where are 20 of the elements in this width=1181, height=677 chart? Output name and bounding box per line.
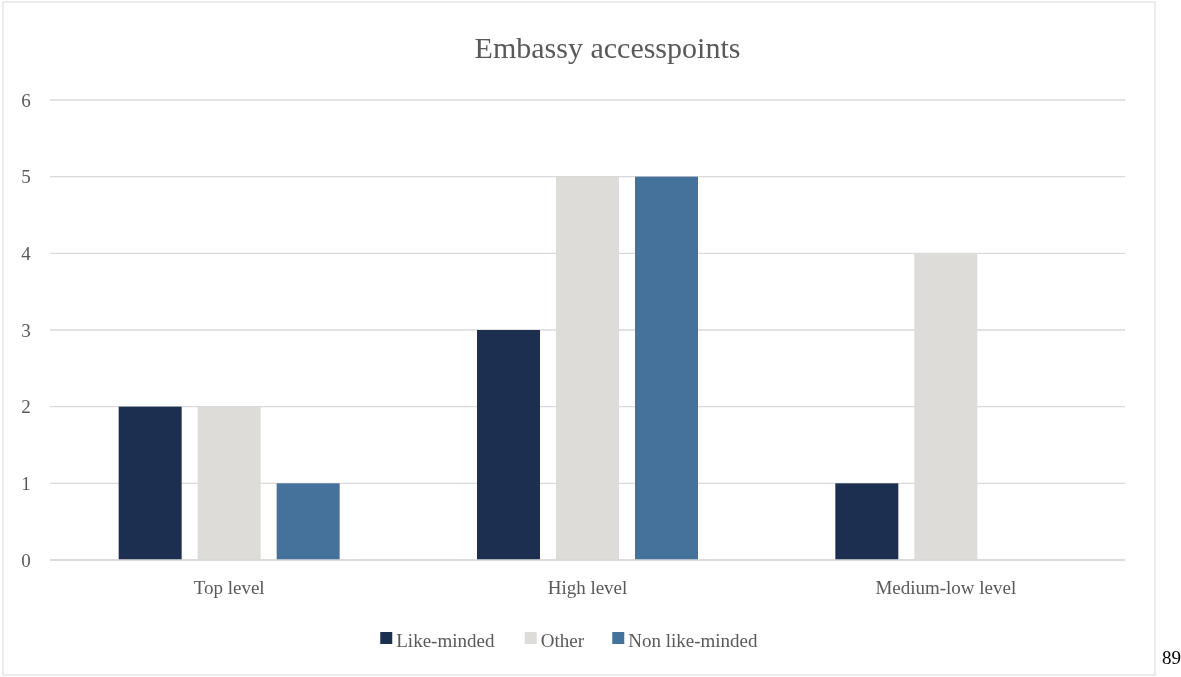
x-tick-label: Medium-low level bbox=[875, 577, 1017, 598]
chart-title: Embassy accesspoints bbox=[474, 31, 741, 64]
y-tick-label: 2 bbox=[21, 396, 31, 418]
bar bbox=[477, 330, 540, 560]
x-tick-label: Top level bbox=[193, 577, 265, 598]
y-tick-label: 5 bbox=[21, 166, 31, 188]
bar bbox=[835, 483, 899, 560]
y-tick-label: 6 bbox=[21, 89, 31, 111]
y-tick-label: 3 bbox=[21, 319, 31, 341]
x-tick-label: High level bbox=[547, 577, 628, 598]
legend-label: Other bbox=[540, 629, 585, 651]
text: 89 bbox=[1162, 647, 1181, 668]
y-tick-label: 0 bbox=[21, 549, 31, 571]
y-tick-label: 4 bbox=[21, 242, 32, 264]
bar bbox=[635, 176, 698, 560]
bar bbox=[118, 406, 182, 560]
y-tick-label: 1 bbox=[21, 472, 31, 494]
legend-label: Like-minded bbox=[396, 629, 495, 651]
legend-label: Non like-minded bbox=[628, 629, 759, 651]
bar bbox=[276, 483, 340, 560]
